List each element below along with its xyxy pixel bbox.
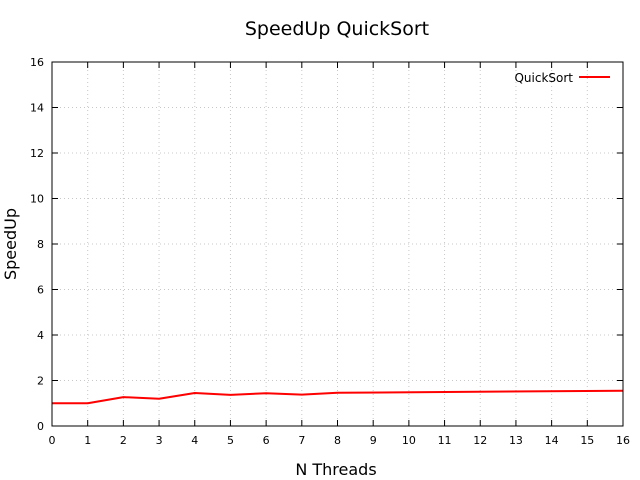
x-tick-label: 16	[616, 434, 630, 447]
y-tick-label: 10	[30, 193, 44, 206]
x-tick-label: 15	[580, 434, 594, 447]
y-axis-label: SpeedUp	[1, 208, 20, 280]
x-tick-label: 12	[473, 434, 487, 447]
chart-title: SpeedUp QuickSort	[245, 18, 429, 40]
x-tick-label: 11	[438, 434, 452, 447]
x-tick-label: 2	[120, 434, 127, 447]
x-tick-label: 1	[84, 434, 91, 447]
x-tick-label: 0	[49, 434, 56, 447]
series-layer	[52, 389, 624, 405]
y-tick-label: 8	[37, 238, 44, 251]
x-axis-label: N Threads	[295, 460, 376, 479]
y-tick-label: 14	[30, 102, 44, 115]
x-tick-label: 6	[263, 434, 270, 447]
x-tick-label: 5	[227, 434, 234, 447]
y-tick-label: 4	[37, 329, 44, 342]
legend-label-quicksort: QuickSort	[514, 71, 573, 85]
x-tick-label: 14	[545, 434, 559, 447]
x-tick-label: 8	[334, 434, 341, 447]
x-tick-label: 7	[298, 434, 305, 447]
plot-frame	[51, 61, 624, 427]
grid	[52, 62, 623, 426]
legend: QuickSort	[514, 71, 610, 85]
y-tick-label: 2	[37, 375, 44, 388]
x-tick-label: 3	[156, 434, 163, 447]
x-tick-label: 4	[191, 434, 198, 447]
y-tick-label: 16	[30, 56, 44, 69]
y-tick-label: 0	[37, 420, 44, 433]
x-tick-label: 13	[509, 434, 523, 447]
x-tick-label: 9	[370, 434, 377, 447]
y-tick-label: 6	[37, 284, 44, 297]
x-tick-label: 10	[402, 434, 416, 447]
series-line-quicksort	[52, 389, 624, 405]
y-tick-label: 12	[30, 147, 44, 160]
